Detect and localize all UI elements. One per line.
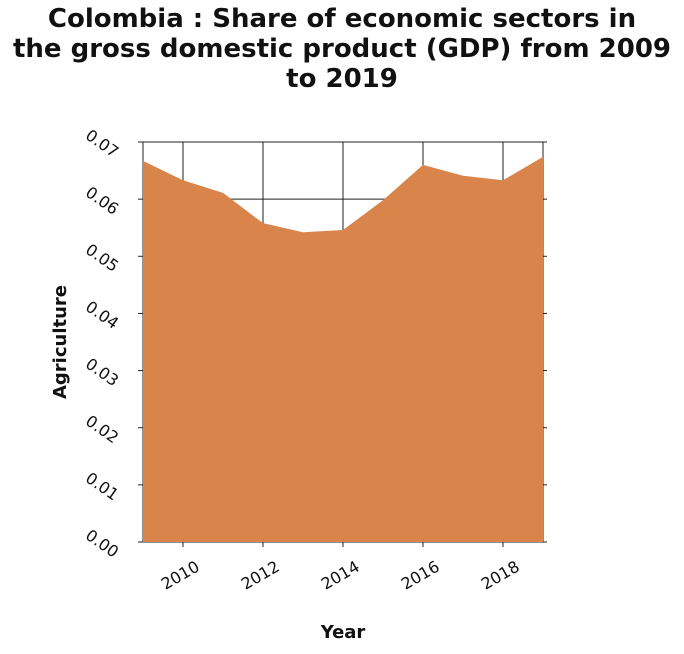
y-tick-label: 0.06 — [82, 183, 122, 219]
y-tick-label: 0.00 — [82, 525, 122, 561]
chart-title-line: Colombia : Share of economic sectors in — [47, 4, 637, 34]
x-tick-label: 2014 — [318, 557, 363, 594]
y-tick-label: 0.05 — [82, 240, 122, 276]
chart-title: Colombia : Share of economic sectors in … — [0, 4, 684, 94]
x-tick-label: 2012 — [238, 557, 283, 594]
chart-title-line: to 2019 — [286, 64, 398, 94]
y-axis-label: Agriculture — [50, 285, 71, 399]
x-tick-label: 2018 — [478, 557, 523, 594]
x-tick-label: 2016 — [398, 557, 443, 594]
x-axis-label: Year — [320, 622, 366, 643]
y-tick-label: 0.03 — [82, 354, 122, 390]
y-tick-label: 0.07 — [82, 125, 122, 161]
area-series — [143, 156, 543, 542]
y-tick-label: 0.04 — [82, 297, 122, 333]
x-tick-label: 2010 — [158, 557, 203, 594]
y-tick-label: 0.02 — [82, 411, 122, 447]
chart-title-line: the gross domestic product (GDP) from 20… — [12, 34, 671, 64]
y-tick-label: 0.01 — [82, 468, 122, 504]
